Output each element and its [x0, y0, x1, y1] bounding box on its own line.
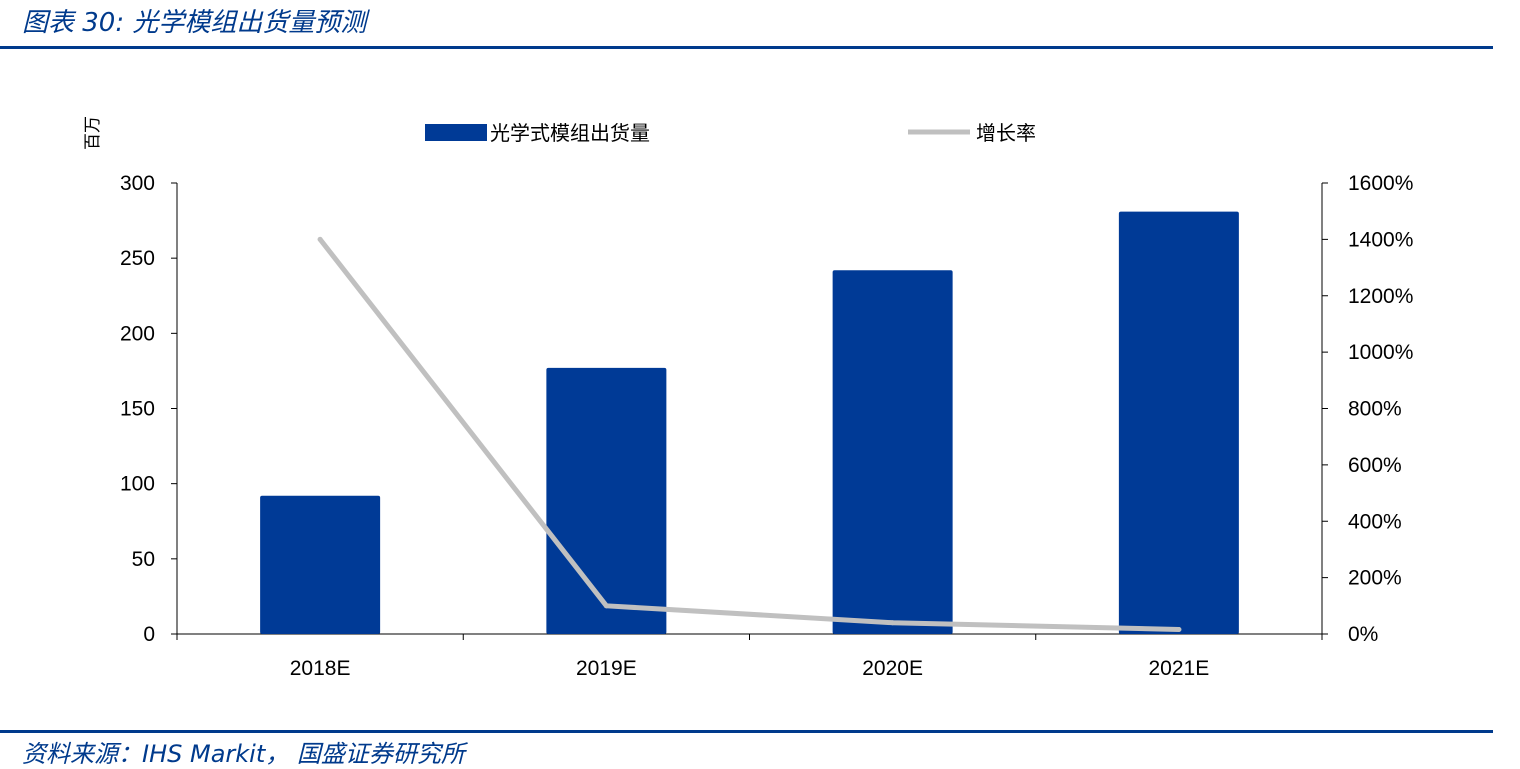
left-y-tick-label: 150: [120, 398, 155, 421]
left-y-tick-label: 200: [120, 322, 155, 345]
growth-rate-point-2021E: [1176, 626, 1182, 632]
right-y-tick-label: 1000%: [1348, 341, 1413, 364]
right-y-tick-label: 800%: [1348, 398, 1402, 421]
legend: 光学式模组出货量 增长率: [425, 121, 1036, 145]
left-y-tick-label: 250: [120, 247, 155, 270]
growth-rate-point-2020E: [890, 620, 896, 626]
growth-rate-point-2019E: [603, 603, 609, 609]
x-tick-label: 2018E: [290, 657, 351, 680]
growth-rate-point-2018E: [317, 236, 323, 242]
right-y-tick-label: 1600%: [1348, 172, 1413, 195]
figure-title: 图表 30: 光学模组出货量预测: [22, 8, 367, 38]
right-y-tick-label: 0%: [1348, 623, 1378, 646]
left-y-tick-label: 50: [132, 548, 155, 571]
legend-swatch-bar: [425, 124, 487, 141]
left-axis-unit-label: 百万: [83, 116, 103, 150]
bar-2020E: [832, 270, 953, 634]
right-y-tick-label: 400%: [1348, 510, 1402, 533]
line-series: [317, 236, 1182, 632]
legend-label-line: 增长率: [976, 121, 1036, 145]
x-tick-label: 2019E: [576, 657, 637, 680]
legend-label-bar: 光学式模组出货量: [490, 121, 650, 145]
left-y-tick-label: 0: [143, 623, 155, 646]
bar-2021E: [1118, 211, 1239, 634]
left-y-tick-label: 300: [120, 172, 155, 195]
right-y-tick-label: 200%: [1348, 567, 1402, 590]
right-y-tick-label: 600%: [1348, 454, 1402, 477]
growth-rate-line: [317, 236, 1182, 632]
x-tick-label: 2020E: [862, 657, 923, 680]
left-y-tick-label: 100: [120, 473, 155, 496]
bar-2019E: [546, 367, 667, 634]
bar-series: [260, 211, 1239, 634]
source-divider: [0, 730, 1493, 733]
x-tick-label: 2021E: [1149, 657, 1210, 680]
title-divider: [0, 46, 1493, 49]
right-y-tick-label: 1200%: [1348, 285, 1413, 308]
bar-2018E: [260, 495, 381, 634]
right-y-tick-label: 1400%: [1348, 228, 1413, 251]
axes: 0 50 100 150 200 250 300 0% 200% 400% 600% 800% 1000…: [120, 172, 1413, 680]
source-note: 资料来源：IHS Markit， 国盛证券研究所: [22, 740, 465, 768]
